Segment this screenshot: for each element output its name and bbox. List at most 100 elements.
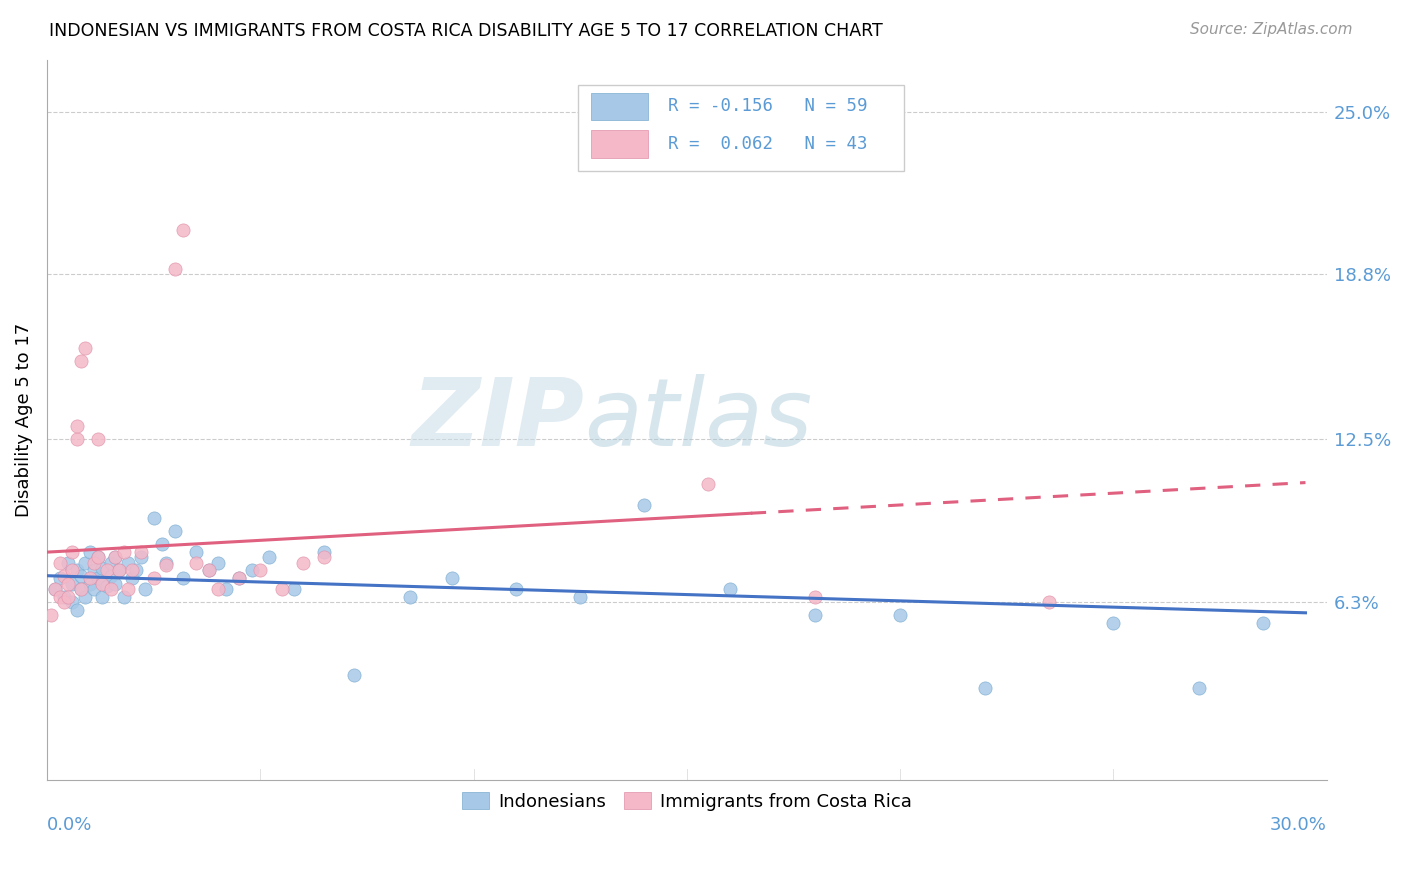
Point bbox=[112, 545, 135, 559]
Point bbox=[75, 556, 97, 570]
Point bbox=[398, 590, 420, 604]
Point bbox=[889, 607, 911, 622]
Point bbox=[96, 564, 118, 578]
Point bbox=[52, 590, 75, 604]
Text: R =  0.062   N = 43: R = 0.062 N = 43 bbox=[668, 135, 868, 153]
Point bbox=[163, 524, 186, 538]
Point bbox=[257, 550, 280, 565]
Point bbox=[66, 419, 89, 434]
Point bbox=[79, 576, 101, 591]
Point bbox=[66, 603, 89, 617]
Text: 30.0%: 30.0% bbox=[1270, 816, 1327, 834]
Point bbox=[62, 545, 84, 559]
Y-axis label: Disability Age 5 to 17: Disability Age 5 to 17 bbox=[15, 323, 32, 517]
Point bbox=[1188, 681, 1211, 696]
Point bbox=[104, 550, 127, 565]
Text: R = -0.156   N = 59: R = -0.156 N = 59 bbox=[668, 97, 868, 115]
Point bbox=[240, 564, 263, 578]
Point bbox=[172, 571, 194, 585]
Point bbox=[112, 590, 135, 604]
Point bbox=[52, 595, 75, 609]
Point bbox=[804, 607, 827, 622]
Point bbox=[343, 668, 366, 682]
Point bbox=[87, 550, 110, 565]
Point bbox=[70, 568, 93, 582]
Point bbox=[198, 564, 221, 578]
Point bbox=[75, 590, 97, 604]
Text: Source: ZipAtlas.com: Source: ZipAtlas.com bbox=[1189, 22, 1353, 37]
Point bbox=[66, 564, 89, 578]
Point bbox=[314, 545, 336, 559]
Legend: Indonesians, Immigrants from Costa Rica: Indonesians, Immigrants from Costa Rica bbox=[454, 785, 920, 818]
Point bbox=[83, 556, 105, 570]
Point bbox=[505, 582, 527, 596]
Point bbox=[100, 582, 122, 596]
Point bbox=[121, 564, 143, 578]
Text: atlas: atlas bbox=[585, 375, 813, 466]
FancyBboxPatch shape bbox=[591, 130, 648, 158]
Point bbox=[48, 556, 70, 570]
Point bbox=[1102, 615, 1125, 630]
FancyBboxPatch shape bbox=[578, 85, 904, 171]
Point bbox=[100, 556, 122, 570]
Point bbox=[270, 582, 292, 596]
Point bbox=[66, 433, 89, 447]
Point bbox=[62, 576, 84, 591]
Point bbox=[186, 556, 208, 570]
Point bbox=[70, 354, 93, 368]
Point bbox=[441, 571, 464, 585]
Point bbox=[198, 564, 221, 578]
Point bbox=[129, 550, 152, 565]
Point bbox=[291, 556, 314, 570]
Point bbox=[172, 223, 194, 237]
Point bbox=[108, 564, 131, 578]
Point bbox=[58, 576, 80, 591]
Point bbox=[91, 561, 114, 575]
Point bbox=[633, 498, 655, 512]
Point bbox=[697, 477, 720, 491]
Point bbox=[100, 568, 122, 582]
Point bbox=[87, 550, 110, 565]
Point bbox=[91, 576, 114, 591]
FancyBboxPatch shape bbox=[591, 93, 648, 120]
Point bbox=[104, 550, 127, 565]
Point bbox=[48, 571, 70, 585]
Text: ZIP: ZIP bbox=[412, 374, 585, 466]
Point bbox=[155, 556, 177, 570]
Point bbox=[974, 681, 997, 696]
Point bbox=[207, 582, 229, 596]
Point bbox=[163, 262, 186, 277]
Point bbox=[44, 582, 66, 596]
Point bbox=[79, 545, 101, 559]
Point bbox=[62, 595, 84, 609]
Point bbox=[228, 571, 250, 585]
Point bbox=[75, 341, 97, 355]
Point bbox=[70, 582, 93, 596]
Point bbox=[62, 564, 84, 578]
Point bbox=[249, 564, 271, 578]
Point bbox=[228, 571, 250, 585]
Point bbox=[718, 582, 741, 596]
Point bbox=[134, 582, 156, 596]
Point bbox=[142, 511, 165, 525]
Point bbox=[150, 537, 173, 551]
Point bbox=[44, 582, 66, 596]
Point bbox=[142, 571, 165, 585]
Point bbox=[104, 576, 127, 591]
Point bbox=[39, 607, 62, 622]
Text: 0.0%: 0.0% bbox=[46, 816, 93, 834]
Point bbox=[121, 571, 143, 585]
Point bbox=[52, 568, 75, 582]
Point bbox=[108, 564, 131, 578]
Point bbox=[569, 590, 592, 604]
Point bbox=[83, 564, 105, 578]
Point bbox=[87, 571, 110, 585]
Point bbox=[117, 556, 139, 570]
Point bbox=[79, 571, 101, 585]
Point bbox=[186, 545, 208, 559]
Point bbox=[314, 550, 336, 565]
Text: INDONESIAN VS IMMIGRANTS FROM COSTA RICA DISABILITY AGE 5 TO 17 CORRELATION CHAR: INDONESIAN VS IMMIGRANTS FROM COSTA RICA… bbox=[49, 22, 883, 40]
Point bbox=[207, 556, 229, 570]
Point bbox=[91, 590, 114, 604]
Point bbox=[87, 433, 110, 447]
